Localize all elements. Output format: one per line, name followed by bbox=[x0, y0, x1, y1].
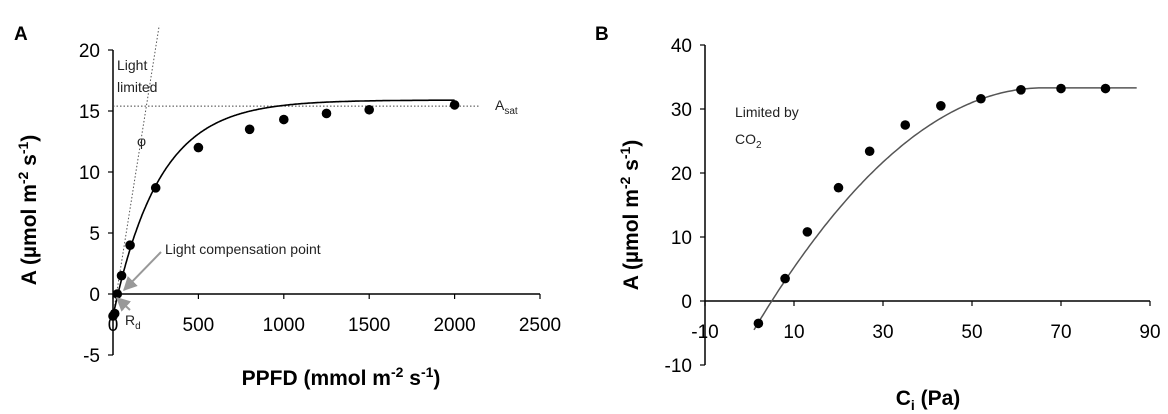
annotation-light-limited-1: Light bbox=[117, 57, 147, 73]
data-point-b bbox=[1056, 83, 1066, 94]
x-axis-label-a: PPFD (mmol m-2 s-1) bbox=[242, 364, 441, 390]
data-point-a bbox=[244, 124, 255, 135]
data-point-a bbox=[112, 289, 123, 299]
arrow-rd bbox=[115, 297, 132, 312]
y-axis-label-a: A (µmol m-2 s-1) bbox=[15, 135, 41, 286]
data-points-b bbox=[753, 83, 1111, 329]
x-tick-label-a: 2500 bbox=[519, 315, 561, 336]
x-tick-label-b: 50 bbox=[961, 322, 982, 343]
x-tick-label-b: -10 bbox=[691, 322, 718, 343]
data-point-b bbox=[900, 120, 911, 130]
x-axis-label-b: Ci (Pa) bbox=[896, 387, 961, 413]
data-point-b bbox=[976, 93, 986, 104]
data-point-b bbox=[780, 273, 790, 284]
y-tick-label-b: 40 bbox=[671, 36, 692, 57]
data-point-a bbox=[449, 100, 460, 110]
x-tick-label-a: 1500 bbox=[348, 315, 390, 336]
y-tick-label-a: -5 bbox=[83, 346, 100, 367]
panel-label-a: A bbox=[14, 24, 28, 45]
data-point-b bbox=[802, 227, 813, 237]
y-tick-label-b: 0 bbox=[681, 292, 692, 313]
x-tick-label-a: 2000 bbox=[433, 315, 475, 336]
y-tick-label-a: 0 bbox=[89, 285, 100, 306]
data-point-b bbox=[833, 182, 844, 193]
annotation-light-limited-2: limited bbox=[117, 79, 157, 95]
annotation-light-compensation-point: Light compensation point bbox=[165, 241, 321, 257]
x-tick-label-b: 90 bbox=[1139, 322, 1160, 343]
arrow-light-compensation-point bbox=[123, 251, 162, 292]
fit-curve-path-b bbox=[753, 87, 1137, 331]
y-axis-label-b: A (µmol m-2 s-1) bbox=[617, 140, 643, 291]
annotation-rd: Rd bbox=[125, 312, 141, 332]
y-tick-label-b: 30 bbox=[671, 100, 692, 121]
data-point-a bbox=[279, 114, 289, 125]
fit-curve-a bbox=[112, 99, 455, 317]
axes-b: -10 0 10 20 30 40 -10 10 30 50 70 90 bbox=[665, 36, 1161, 377]
fit-curve-b bbox=[753, 87, 1137, 331]
y-tick-label-a: 5 bbox=[89, 224, 100, 245]
data-point-a bbox=[125, 240, 135, 250]
x-tick-label-b: 30 bbox=[872, 322, 893, 343]
y-tick-label-b: 10 bbox=[671, 228, 692, 249]
data-point-b bbox=[1100, 83, 1111, 94]
x-tick-label-a: 0 bbox=[108, 315, 119, 336]
data-point-b bbox=[864, 146, 875, 157]
data-point-b bbox=[753, 318, 764, 329]
x-tick-label-a: 1000 bbox=[263, 315, 305, 336]
data-point-a bbox=[193, 142, 204, 153]
x-tick-label-b: 70 bbox=[1050, 322, 1071, 343]
initial-slope-line bbox=[112, 25, 160, 317]
axes-a: -5 0 5 10 15 20 0 500 1000 1500 2000 2500 bbox=[79, 41, 561, 367]
data-points-a bbox=[108, 100, 460, 321]
data-point-a bbox=[150, 183, 161, 193]
y-tick-label-b: -10 bbox=[665, 356, 692, 377]
data-point-a bbox=[321, 108, 332, 119]
y-tick-label-a: 10 bbox=[79, 163, 100, 184]
data-point-b bbox=[1016, 85, 1026, 95]
fit-curve-path-a bbox=[112, 99, 455, 317]
annotation-limited-by: Limited by bbox=[735, 104, 799, 120]
panel-label-b: B bbox=[595, 24, 609, 45]
annotation-phi: φ bbox=[137, 133, 146, 149]
reference-lines-a bbox=[112, 25, 481, 317]
annotation-co2: CO2 bbox=[735, 131, 762, 151]
data-point-a bbox=[116, 270, 127, 281]
annotation-asat: Asat bbox=[495, 97, 518, 117]
data-point-a bbox=[364, 104, 375, 115]
data-point-b bbox=[936, 101, 946, 111]
chart-panel-a: A A (µmol m-2 s-1) PPFD (mmol m-2 s-1) -… bbox=[14, 24, 561, 390]
x-tick-label-a: 500 bbox=[183, 315, 215, 336]
x-tick-label-b: 10 bbox=[783, 322, 804, 343]
y-tick-label-b: 20 bbox=[671, 164, 692, 185]
y-tick-label-a: 15 bbox=[79, 102, 100, 123]
data-point-a bbox=[109, 308, 120, 319]
y-tick-label-a: 20 bbox=[79, 41, 100, 62]
chart-panel-b: B A (µmol m-2 s-1) Ci (Pa) -10010203040-… bbox=[595, 24, 1161, 413]
